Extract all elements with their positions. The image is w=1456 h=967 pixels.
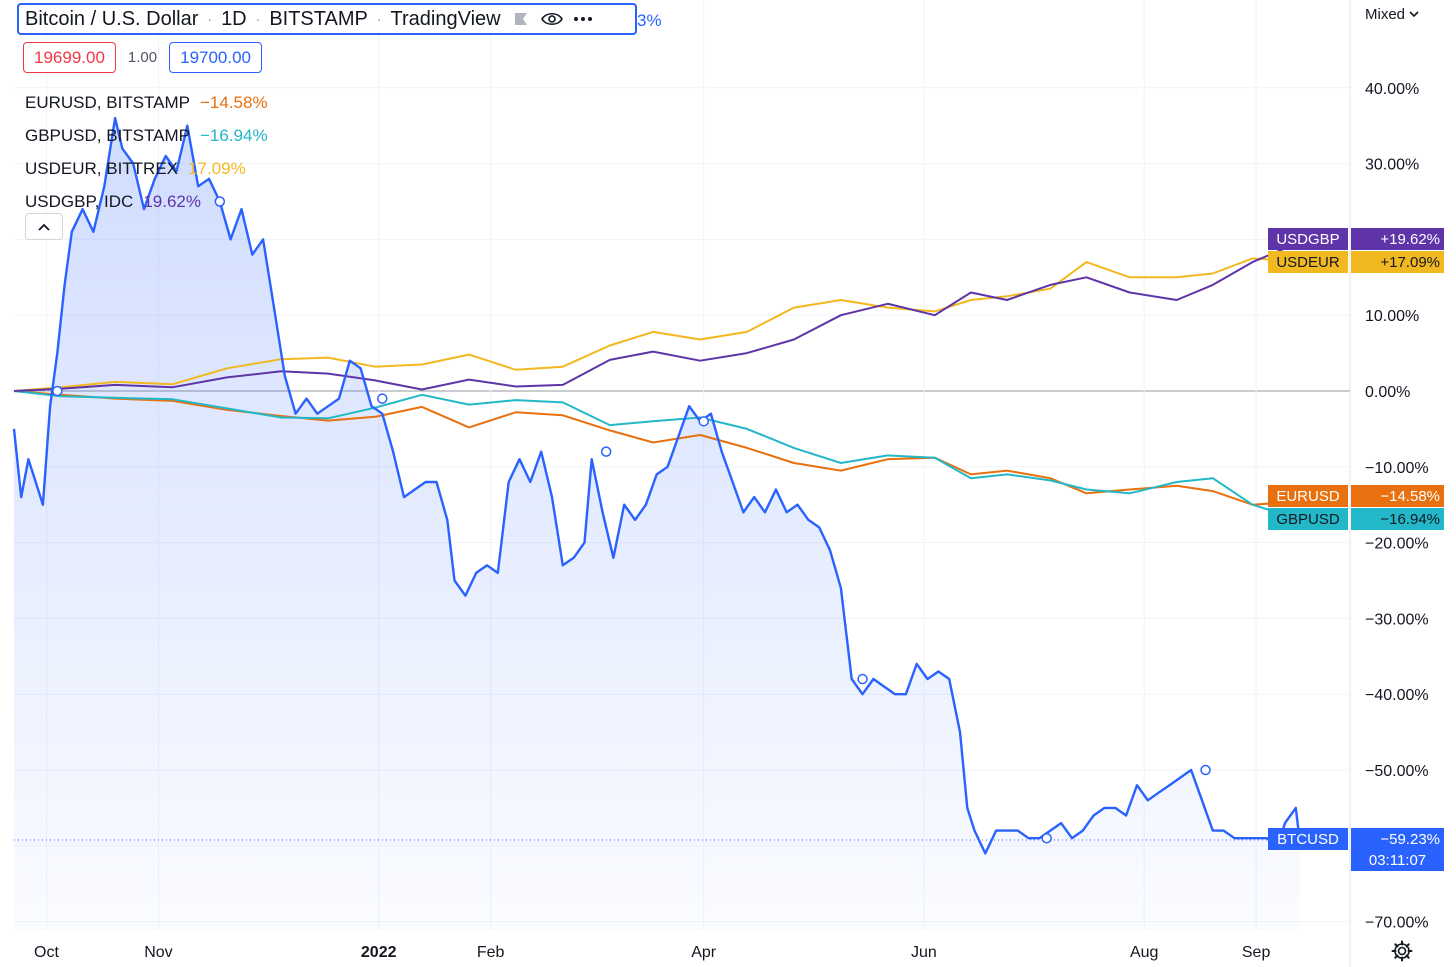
eye-icon[interactable] <box>540 8 563 30</box>
exchange-label: BITSTAMP <box>269 7 368 30</box>
interval-label[interactable]: 1D <box>221 7 247 30</box>
collapse-legend-button[interactable] <box>25 213 63 240</box>
compare-legend: EURUSD, BITSTAMP −14.58% GBPUSD, BITSTAM… <box>25 86 268 218</box>
series-line-usdgbp <box>13 241 1300 392</box>
x-tick-label: Feb <box>477 944 505 961</box>
eurusd-name-label: EURUSD <box>1268 485 1348 507</box>
y-tick-label: −20.00% <box>1365 536 1429 553</box>
event-markers <box>52 196 1211 844</box>
legend-value: −14.58% <box>199 92 268 112</box>
y-tick-label: −30.00% <box>1365 611 1429 628</box>
hidden-change-fragment: 3% <box>637 11 662 30</box>
separator-dot: · <box>376 11 382 27</box>
scale-mode-label: Mixed <box>1365 6 1406 23</box>
event-marker[interactable] <box>698 416 709 427</box>
y-tick-label: −50.00% <box>1365 763 1429 780</box>
legend-item-usdeur[interactable]: USDEUR, BITTREX 17.09% <box>25 152 268 185</box>
y-tick-label: −70.00% <box>1365 915 1429 932</box>
price-row: 19699.00 1.00 19700.00 <box>23 42 263 73</box>
source-label: TradingView <box>390 7 501 30</box>
chart-settings-button[interactable] <box>1390 939 1414 963</box>
usdgbp-value-label: +19.62% <box>1351 228 1444 250</box>
usdgbp-name-label: USDGBP <box>1268 228 1348 250</box>
y-tick-label: −40.00% <box>1365 687 1429 704</box>
x-tick-label: Aug <box>1130 944 1158 961</box>
symbol-name: Bitcoin / U.S. Dollar <box>25 7 199 30</box>
btcusd-area <box>14 118 1300 931</box>
gear-icon <box>1391 940 1413 962</box>
legend-value: 17.09% <box>188 158 246 178</box>
spread-value: 1.00 <box>127 49 158 66</box>
x-tick-label: 2022 <box>361 944 397 961</box>
x-tick-label: Jun <box>911 944 937 961</box>
legend-item-eurusd[interactable]: EURUSD, BITSTAMP −14.58% <box>25 86 268 119</box>
legend-value: −16.94% <box>200 125 268 145</box>
bar-countdown: 03:11:07 <box>1351 849 1444 871</box>
event-marker[interactable] <box>1041 832 1052 844</box>
scale-mode-dropdown[interactable]: Mixed <box>1365 6 1419 23</box>
x-tick-label: Apr <box>691 944 717 961</box>
usdeur-value-label: +17.09% <box>1351 251 1444 273</box>
event-marker[interactable] <box>600 446 612 457</box>
btcusd-value-label: −59.23% <box>1351 828 1444 850</box>
btc-area-fill <box>14 118 1300 931</box>
event-marker[interactable] <box>857 673 868 685</box>
legend-symbol: USDGBP, IDC <box>25 191 134 211</box>
x-tick-label: Nov <box>144 944 172 961</box>
legend-symbol: EURUSD, BITSTAMP <box>25 92 190 112</box>
series-line-btcusd <box>12 116 1301 855</box>
event-marker[interactable] <box>377 393 388 404</box>
chevron-up-icon <box>38 223 50 231</box>
legend-value: 19.62% <box>143 191 201 211</box>
event-marker[interactable] <box>1200 764 1211 776</box>
chevron-down-icon <box>1409 11 1419 18</box>
y-tick-label: −10.00% <box>1365 460 1429 477</box>
y-tick-label: 0.00% <box>1365 384 1410 401</box>
y-tick-label: 30.00% <box>1365 157 1419 174</box>
gbpusd-name-label: GBPUSD <box>1268 508 1348 530</box>
series-lines <box>12 116 1301 855</box>
y-tick-label: 40.00% <box>1365 81 1419 98</box>
flag-icon[interactable] <box>510 8 532 30</box>
x-tick-label: Sep <box>1242 944 1271 961</box>
legend-symbol: USDEUR, BITTREX <box>25 158 179 178</box>
symbol-header[interactable]: Bitcoin / U.S. Dollar · 1D · BITSTAMP · … <box>17 3 637 35</box>
buy-price-button[interactable]: 19700.00 <box>169 42 263 73</box>
sell-price-button[interactable]: 19699.00 <box>23 42 116 73</box>
legend-symbol: GBPUSD, BITSTAMP <box>25 125 190 145</box>
event-marker[interactable] <box>214 196 226 207</box>
y-tick-label: 10.00% <box>1365 308 1419 325</box>
usdeur-name-label: USDEUR <box>1268 251 1348 273</box>
separator-dot: · <box>255 11 261 27</box>
legend-item-usdgbp[interactable]: USDGBP, IDC 19.62% <box>25 185 268 218</box>
more-icon[interactable] <box>572 8 594 30</box>
x-tick-label: Oct <box>34 944 59 961</box>
series-line-usdeur <box>13 257 1300 392</box>
separator-dot: · <box>207 11 213 27</box>
gbpusd-value-label: −16.94% <box>1351 508 1444 530</box>
eurusd-value-label: −14.58% <box>1351 485 1444 507</box>
legend-item-gbpusd[interactable]: GBPUSD, BITSTAMP −16.94% <box>25 119 268 152</box>
event-marker[interactable] <box>52 385 63 397</box>
btcusd-name-label: BTCUSD <box>1268 828 1348 850</box>
